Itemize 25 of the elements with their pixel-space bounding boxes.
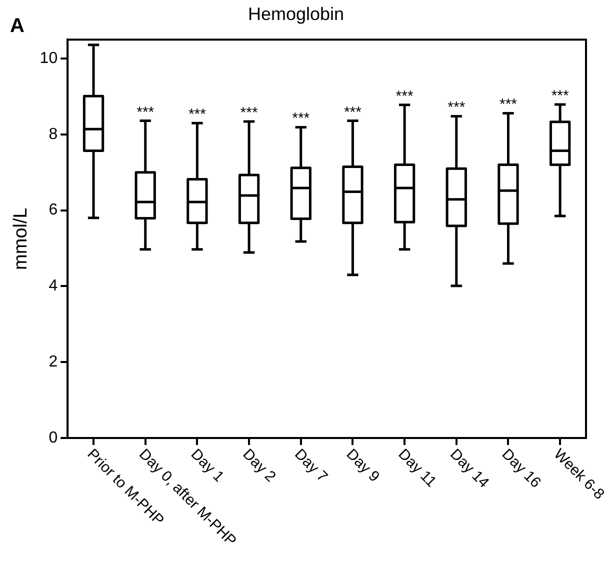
- x-tick-label: Day 14: [446, 446, 492, 492]
- text: A: [10, 15, 24, 37]
- y-tick-label: 8: [48, 126, 58, 143]
- annotation: ***: [240, 104, 258, 122]
- annotation: ***: [292, 110, 310, 128]
- x-tick-label: Day 9: [342, 446, 383, 486]
- y-tick-label: 6: [48, 202, 58, 219]
- annotation: ***: [551, 87, 569, 104]
- x-tick-label: Day 11: [394, 446, 440, 491]
- y-tick-label: 10: [40, 50, 58, 67]
- annotation: ***: [499, 96, 518, 114]
- y-axis-title: mmol/L: [10, 208, 32, 270]
- x-tick-label: Day 7: [291, 446, 331, 486]
- y-tick-label: 0: [48, 429, 58, 446]
- annotation: ***: [396, 88, 414, 105]
- x-tick-label: Day 16: [498, 446, 544, 492]
- annotation: ***: [136, 104, 154, 121]
- chart-title: Hemoglobin: [248, 4, 344, 24]
- annotation: ***: [344, 104, 362, 121]
- x-tick-label: Day 1: [187, 446, 228, 486]
- y-tick-label: 2: [48, 354, 58, 371]
- x-tick-label: Day 2: [239, 446, 280, 486]
- annotation: ***: [448, 99, 466, 116]
- y-tick-label: 4: [48, 278, 58, 295]
- annotation: ***: [188, 106, 206, 124]
